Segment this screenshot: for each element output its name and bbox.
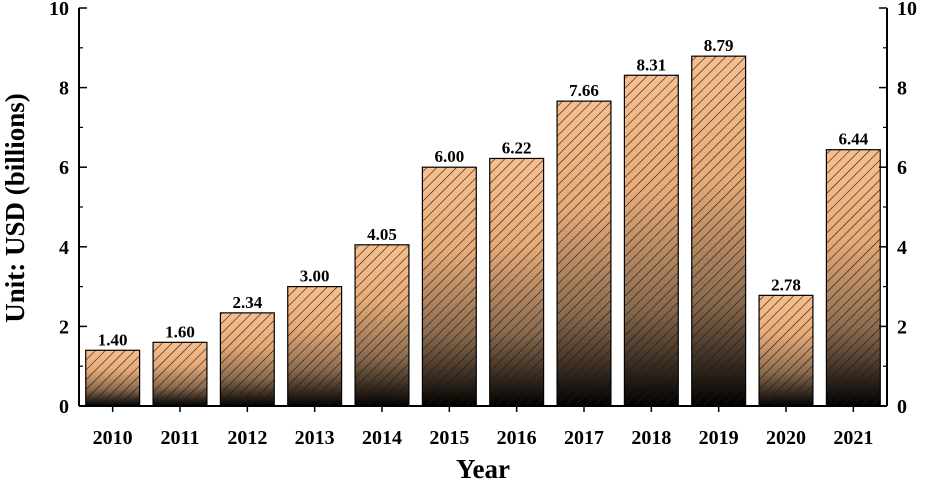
data-label-2020: 2.78: [771, 275, 801, 294]
bar-hatch-2012: [219, 312, 275, 407]
bar-hatch-2019: [691, 55, 747, 407]
y-tick-label-right-8: 8: [897, 78, 907, 100]
data-label-2013: 3.00: [300, 267, 330, 286]
y-tick-label-right-2: 2: [897, 316, 907, 338]
x-tick-label-2012: 2012: [227, 427, 267, 449]
y-tick-label-left-6: 6: [59, 157, 69, 179]
bar-hatch-2011: [152, 341, 208, 407]
x-tick-label-2021: 2021: [833, 427, 873, 449]
y-tick-label-left-4: 4: [59, 237, 69, 259]
y-axis-title: Unit: USD (billions): [0, 93, 30, 323]
x-tick-label-2019: 2019: [699, 427, 739, 449]
y-tick-label-right-10: 10: [897, 0, 917, 20]
bar-hatch-2014: [354, 244, 410, 407]
bar-hatch-2021: [825, 149, 881, 407]
data-label-2016: 6.22: [502, 138, 532, 157]
bar-hatch-2015: [421, 166, 477, 407]
bar-hatch-2020: [758, 294, 814, 407]
x-tick-label-2017: 2017: [564, 427, 604, 449]
bar-hatch-2013: [287, 286, 343, 407]
x-tick-label-2014: 2014: [362, 427, 402, 449]
x-tick-label-2013: 2013: [295, 427, 335, 449]
x-axis-title: Year: [456, 454, 510, 482]
data-label-2011: 1.60: [165, 322, 195, 341]
data-label-2017: 7.66: [569, 81, 599, 100]
y-tick-label-right-6: 6: [897, 157, 907, 179]
x-tick-label-2010: 2010: [93, 427, 133, 449]
y-tick-label-left-2: 2: [59, 316, 69, 338]
bar-hatch-2016: [489, 157, 545, 407]
x-tick-label-2018: 2018: [631, 427, 671, 449]
data-label-2014: 4.05: [367, 225, 397, 244]
x-tick-label-2011: 2011: [161, 427, 200, 449]
data-label-2015: 6.00: [434, 147, 464, 166]
x-tick-label-2016: 2016: [497, 427, 537, 449]
bar-hatch-2018: [623, 74, 679, 407]
data-label-2018: 8.31: [636, 55, 666, 74]
x-tick-label-2020: 2020: [766, 427, 806, 449]
data-label-2010: 1.40: [98, 330, 128, 349]
y-tick-label-right-0: 0: [897, 396, 907, 418]
y-tick-label-right-4: 4: [897, 237, 907, 259]
data-label-2021: 6.44: [838, 130, 868, 149]
bar-hatch-2010: [85, 349, 141, 407]
bars-layer: [85, 55, 881, 407]
axes-layer: 2010 2011 2012 2013 2014 2015 2016 2017 2018 2019…: [49, 0, 917, 449]
x-tick-label-2015: 2015: [429, 427, 469, 449]
bar-hatch-2017: [556, 100, 612, 407]
y-tick-label-left-0: 0: [59, 396, 69, 418]
data-label-2012: 2.34: [232, 293, 262, 312]
y-tick-label-left-10: 10: [49, 0, 69, 20]
data-label-2019: 8.79: [704, 36, 734, 55]
data-labels-layer: 1.40 1.60 2.34 3.00 4.05 6.00 6.22 7.66 8.31 8.79…: [98, 36, 869, 349]
y-tick-label-left-8: 8: [59, 78, 69, 100]
